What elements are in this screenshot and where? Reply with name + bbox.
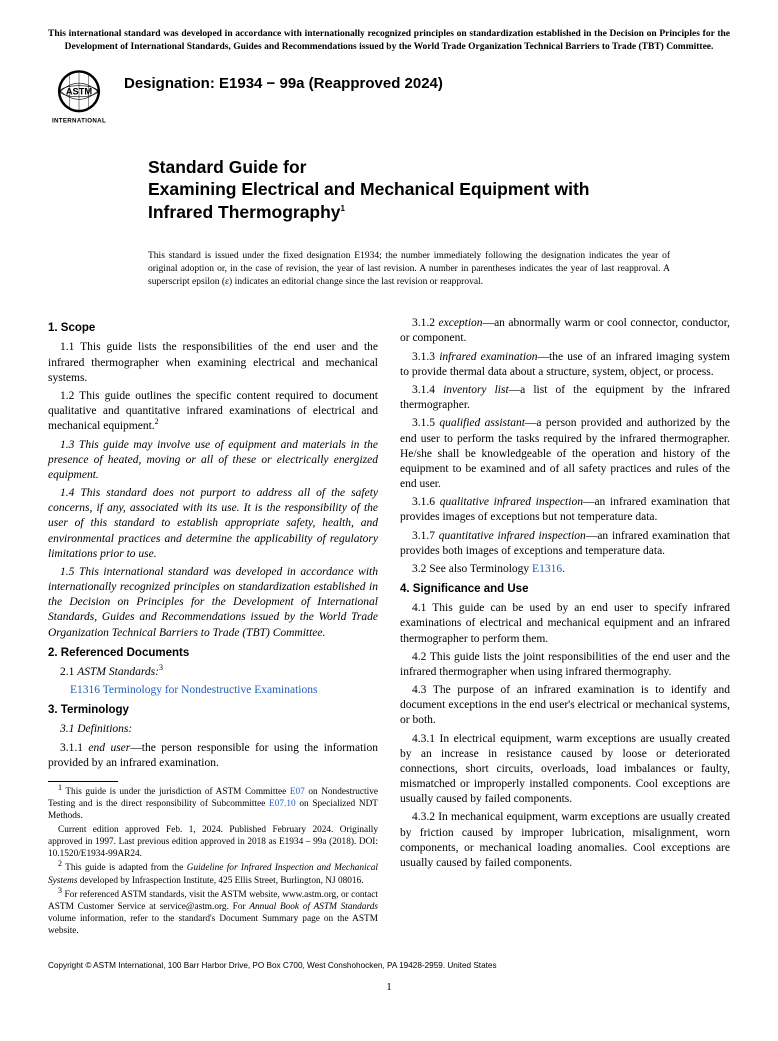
title-line-2: Examining Electrical and Mechanical Equi… (148, 178, 670, 201)
para-1-2: 1.2 This guide outlines the specific con… (48, 389, 378, 435)
link-e1316[interactable]: E1316 Terminology for Nondestructive Exa… (70, 684, 317, 696)
ref-e1316: E1316 Terminology for Nondestructive Exa… (48, 683, 378, 698)
astm-logo: ASTM INTERNATIONAL (48, 64, 110, 126)
para-1-3: 1.3 This guide may involve use of equipm… (48, 438, 378, 484)
para-4-3-1: 4.3.1 In electrical equipment, warm exce… (400, 732, 730, 808)
section-1-head: 1. Scope (48, 321, 378, 336)
definitions-head: 3.1 Definitions: (48, 722, 378, 737)
para-1-5: 1.5 This international standard was deve… (48, 565, 378, 641)
footnote-2: 2 This guide is adapted from the Guideli… (48, 862, 378, 886)
def-3-1-3: 3.1.3 infrared examination—the use of an… (400, 350, 730, 380)
def-3-1-6: 3.1.6 qualitative infrared inspection—an… (400, 495, 730, 525)
header-row: ASTM INTERNATIONAL Designation: E1934 − … (48, 64, 730, 126)
issued-note: This standard is issued under the fixed … (148, 250, 670, 288)
para-4-3: 4.3 The purpose of an infrared examinati… (400, 683, 730, 729)
footnote-3: 3 For referenced ASTM standards, visit t… (48, 889, 378, 937)
para-3-2: 3.2 See also Terminology E1316. (400, 562, 730, 577)
para-1-1: 1.1 This guide lists the responsibilitie… (48, 340, 378, 386)
section-2-head: 2. Referenced Documents (48, 646, 378, 661)
title-line-3: Infrared Thermography1 (148, 201, 670, 224)
designation: Designation: E1934 − 99a (Reapproved 202… (124, 74, 443, 94)
link-e1316-b[interactable]: E1316 (532, 563, 562, 575)
svg-text:INTERNATIONAL: INTERNATIONAL (52, 117, 106, 124)
def-3-1-2: 3.1.2 exception—an abnormally warm or co… (400, 316, 730, 346)
title-line-1: Standard Guide for (148, 156, 670, 179)
page-number: 1 (48, 980, 730, 995)
def-3-1-5: 3.1.5 qualified assistant—a person provi… (400, 416, 730, 492)
link-e07-10[interactable]: E07.10 (269, 799, 296, 809)
para-4-3-2: 4.3.2 In mechanical equipment, warm exce… (400, 810, 730, 871)
para-2-1: 2.1 ASTM Standards:3 (48, 665, 378, 680)
para-1-4: 1.4 This standard does not purport to ad… (48, 486, 378, 562)
tbt-notice: This international standard was develope… (48, 28, 730, 54)
footnote-1b: Current edition approved Feb. 1, 2024. P… (48, 824, 378, 860)
footnote-1: 1 This guide is under the jurisdiction o… (48, 786, 378, 822)
section-3-head: 3. Terminology (48, 703, 378, 718)
footnote-rule (48, 781, 118, 782)
title-block: Standard Guide for Examining Electrical … (148, 156, 670, 224)
def-3-1-4: 3.1.4 inventory list—a list of the equip… (400, 383, 730, 413)
para-4-2: 4.2 This guide lists the joint responsib… (400, 650, 730, 680)
section-4-head: 4. Significance and Use (400, 582, 730, 597)
left-column: 1. Scope 1.1 This guide lists the respon… (48, 316, 378, 939)
def-3-1-1: 3.1.1 end user—the person responsible fo… (48, 741, 378, 771)
copyright: Copyright © ASTM International, 100 Barr… (48, 961, 730, 972)
svg-text:ASTM: ASTM (66, 86, 93, 96)
link-e07[interactable]: E07 (290, 787, 305, 797)
columns: 1. Scope 1.1 This guide lists the respon… (48, 316, 730, 939)
def-3-1-7: 3.1.7 quantitative infrared inspection—a… (400, 529, 730, 559)
para-4-1: 4.1 This guide can be used by an end use… (400, 601, 730, 647)
right-column: 3.1.2 exception—an abnormally warm or co… (400, 316, 730, 939)
